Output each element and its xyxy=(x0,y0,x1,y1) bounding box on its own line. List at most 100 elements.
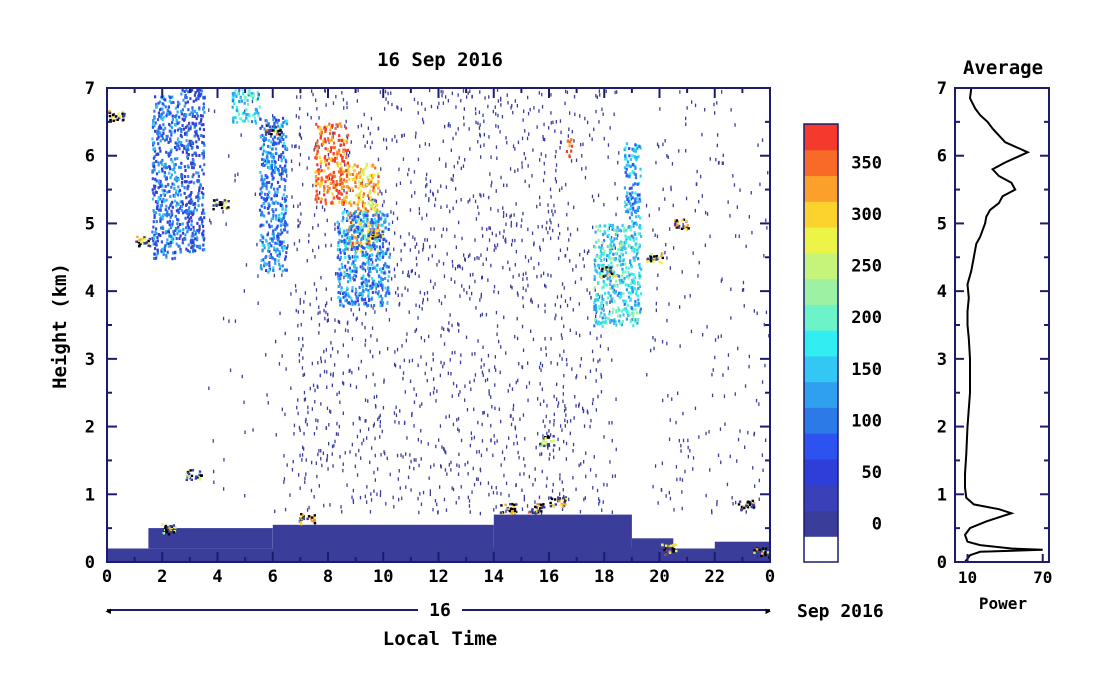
noise-speckle xyxy=(448,328,450,333)
echo-cell xyxy=(280,153,283,157)
noise-speckle xyxy=(681,490,683,494)
echo-cell xyxy=(625,163,628,167)
echo-cell xyxy=(188,139,191,143)
echo-cell xyxy=(611,226,614,230)
echo-cell xyxy=(345,219,349,222)
noise-speckle xyxy=(496,439,498,443)
noise-speckle xyxy=(437,189,439,194)
noise-speckle xyxy=(334,363,336,367)
echo-cell xyxy=(155,227,158,231)
echo-cell xyxy=(362,192,365,196)
echo-cell xyxy=(351,241,354,245)
echo-cell xyxy=(185,96,188,100)
noise-speckle xyxy=(399,235,402,239)
noise-speckle xyxy=(591,401,594,406)
echo-cell xyxy=(357,207,360,211)
echo-point xyxy=(663,552,666,555)
echo-cell xyxy=(358,216,361,220)
echo-cell xyxy=(185,139,188,143)
noise-speckle xyxy=(376,338,378,342)
echo-cell xyxy=(372,245,375,249)
noise-speckle xyxy=(721,277,723,281)
noise-speckle xyxy=(318,331,320,335)
echo-point xyxy=(680,227,684,230)
echo-cell xyxy=(365,288,368,291)
noise-speckle xyxy=(434,203,436,208)
echo-cell xyxy=(163,199,166,203)
echo-cell xyxy=(164,230,168,234)
echo-cell xyxy=(277,232,280,236)
echo-cell xyxy=(266,157,269,161)
echo-cell xyxy=(267,270,270,274)
echo-cell xyxy=(180,205,184,209)
echo-cell xyxy=(328,174,331,177)
echo-cell xyxy=(262,158,265,162)
echo-cell xyxy=(597,320,600,324)
echo-cell xyxy=(343,152,346,156)
noise-speckle xyxy=(573,205,575,210)
echo-cell xyxy=(594,298,597,302)
echo-point xyxy=(740,505,744,509)
echo-cell xyxy=(339,162,342,166)
noise-speckle xyxy=(534,500,536,504)
echo-cell xyxy=(332,141,336,145)
echo-cell xyxy=(284,164,287,168)
noise-speckle xyxy=(393,505,395,509)
noise-speckle xyxy=(234,178,236,183)
echo-cell xyxy=(339,251,342,255)
echo-point xyxy=(274,126,277,129)
noise-speckle xyxy=(495,233,497,238)
noise-speckle xyxy=(487,481,490,485)
echo-cell xyxy=(610,299,613,303)
echo-cell xyxy=(163,138,167,142)
noise-speckle xyxy=(349,215,351,220)
echo-cell xyxy=(187,108,190,112)
echo-point xyxy=(227,206,230,209)
echo-cell xyxy=(615,237,618,240)
echo-point xyxy=(172,524,176,527)
noise-speckle xyxy=(541,452,543,456)
echo-cell xyxy=(344,180,347,184)
echo-point xyxy=(311,516,314,519)
noise-speckle xyxy=(446,204,448,208)
echo-cell xyxy=(622,240,625,244)
noise-speckle xyxy=(496,332,498,336)
echo-point xyxy=(531,509,534,512)
noise-speckle xyxy=(559,477,561,481)
noise-speckle xyxy=(455,131,457,136)
noise-speckle xyxy=(546,404,548,408)
echo-point xyxy=(674,219,677,222)
echo-cell xyxy=(196,229,199,232)
noise-speckle xyxy=(418,274,420,278)
echo-cell xyxy=(351,173,355,176)
noise-speckle xyxy=(360,123,363,128)
echo-cell xyxy=(183,237,186,241)
echo-point xyxy=(137,241,141,244)
noise-speckle xyxy=(600,334,602,338)
echo-cell xyxy=(593,245,596,249)
echo-point xyxy=(265,129,269,132)
noise-speckle xyxy=(409,208,412,212)
noise-speckle xyxy=(384,451,386,456)
echo-cell xyxy=(154,211,158,215)
noise-speckle xyxy=(441,445,443,449)
noise-speckle xyxy=(277,157,280,161)
noise-speckle xyxy=(317,452,319,457)
echo-cell xyxy=(348,244,351,248)
echo-cell xyxy=(635,252,639,256)
echo-cell xyxy=(257,92,260,96)
echo-cell xyxy=(344,126,348,130)
noise-speckle xyxy=(364,325,366,330)
echo-point xyxy=(653,258,656,261)
noise-speckle xyxy=(589,424,591,429)
noise-speckle xyxy=(515,434,518,438)
noise-speckle xyxy=(387,91,389,96)
echo-cell xyxy=(202,235,205,239)
noise-speckle xyxy=(420,429,422,433)
echo-cell xyxy=(171,235,174,239)
noise-speckle xyxy=(323,308,325,313)
echo-cell xyxy=(324,201,327,205)
echo-cell xyxy=(183,118,186,122)
noise-speckle xyxy=(297,218,299,223)
noise-speckle xyxy=(698,260,700,265)
